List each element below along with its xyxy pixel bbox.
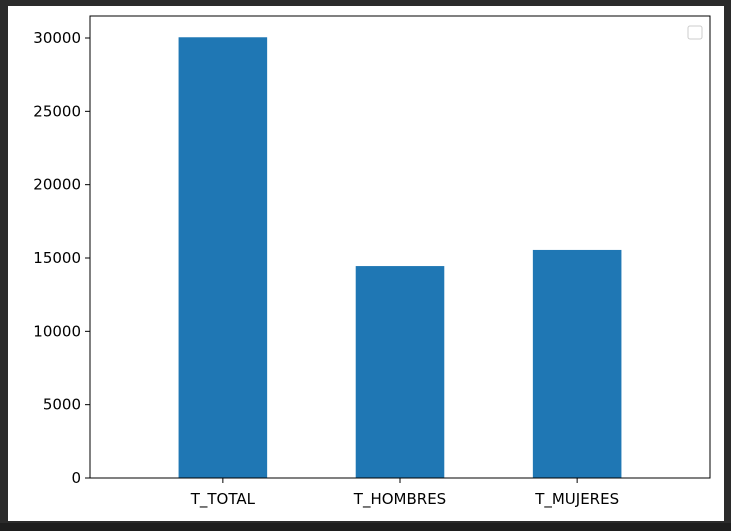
plot-area-border: [89, 15, 711, 479]
y-tick-label: 15000: [33, 249, 81, 267]
x-tick-label: T_TOTAL: [190, 490, 256, 509]
y-tick-label: 5000: [43, 396, 81, 414]
bar-t-mujeres: [532, 249, 622, 478]
y-tick-label: 10000: [33, 322, 81, 340]
bar-t-total: [178, 37, 268, 479]
window-bottom-edge: [0, 523, 731, 531]
y-tick-label: 0: [71, 469, 81, 487]
x-tick-label: T_MUJERES: [534, 490, 619, 509]
bar-t-hombres: [355, 266, 445, 478]
bar-chart: 0 5000 10000 15000 20000 25000 30000 T_TOTAL T_…: [33, 15, 711, 509]
y-tick-label: 20000: [33, 176, 81, 194]
x-tick-label: T_HOMBRES: [353, 490, 446, 509]
y-tick-label: 25000: [33, 102, 81, 120]
chart-window: 0 5000 10000 15000 20000 25000 30000 T_TOTAL T_…: [8, 6, 724, 521]
legend-box: [687, 25, 703, 40]
y-tick-label: 30000: [33, 29, 81, 47]
